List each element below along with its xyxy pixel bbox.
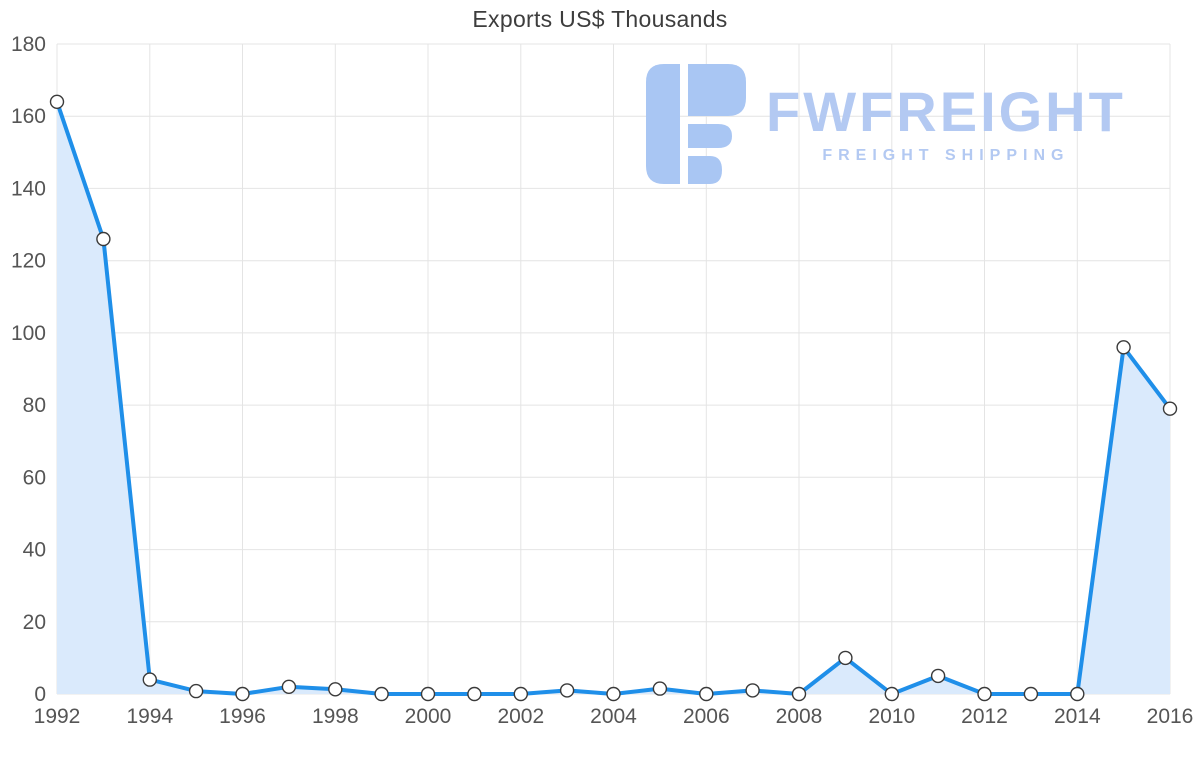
data-point-marker[interactable] bbox=[467, 686, 482, 702]
data-point-marker[interactable] bbox=[838, 650, 853, 666]
x-tick-label: 2008 bbox=[776, 705, 823, 728]
data-point-marker[interactable] bbox=[96, 231, 111, 247]
x-tick-label: 2010 bbox=[868, 705, 915, 728]
data-point-marker[interactable] bbox=[142, 672, 158, 687]
data-point-marker[interactable] bbox=[606, 686, 621, 702]
x-tick-label: 2004 bbox=[590, 705, 637, 728]
data-point-marker[interactable] bbox=[513, 686, 528, 702]
y-tick-label: 180 bbox=[11, 33, 46, 56]
x-tick-label: 1992 bbox=[34, 705, 81, 728]
data-point-marker[interactable] bbox=[745, 683, 760, 698]
x-tick-label: 2002 bbox=[497, 705, 544, 728]
data-point-marker[interactable] bbox=[374, 686, 389, 702]
data-point-marker[interactable] bbox=[1023, 686, 1039, 702]
y-tick-label: 140 bbox=[11, 177, 46, 200]
data-point-marker[interactable] bbox=[559, 683, 575, 698]
data-point-marker[interactable] bbox=[652, 681, 668, 696]
x-tick-label: 2006 bbox=[683, 705, 730, 728]
x-tick-label: 1994 bbox=[126, 705, 173, 728]
y-tick-label: 120 bbox=[11, 250, 46, 273]
data-point-marker[interactable] bbox=[235, 686, 250, 702]
x-tick-label: 2016 bbox=[1147, 705, 1194, 728]
data-point-marker[interactable] bbox=[884, 686, 899, 702]
y-tick-label: 80 bbox=[23, 394, 46, 417]
y-tick-label: 60 bbox=[23, 466, 46, 489]
data-point-marker[interactable] bbox=[1162, 401, 1178, 416]
y-tick-label: 0 bbox=[34, 683, 46, 706]
y-tick-label: 160 bbox=[11, 105, 46, 128]
data-point-marker[interactable] bbox=[281, 679, 297, 694]
y-tick-label: 20 bbox=[23, 611, 46, 634]
data-point-marker[interactable] bbox=[699, 686, 714, 702]
data-point-marker[interactable] bbox=[1070, 686, 1085, 702]
x-tick-label: 2000 bbox=[405, 705, 452, 728]
data-point-marker[interactable] bbox=[930, 668, 946, 684]
x-tick-label: 1996 bbox=[219, 705, 266, 728]
data-point-marker[interactable] bbox=[328, 682, 343, 697]
x-tick-label: 2012 bbox=[961, 705, 1008, 728]
data-point-marker[interactable] bbox=[791, 686, 807, 702]
y-tick-label: 40 bbox=[23, 539, 46, 562]
data-point-marker[interactable] bbox=[1116, 340, 1131, 355]
data-point-marker[interactable] bbox=[49, 94, 65, 110]
x-tick-label: 2014 bbox=[1054, 705, 1101, 728]
data-point-marker[interactable] bbox=[977, 686, 992, 702]
data-point-marker[interactable] bbox=[188, 683, 204, 699]
y-tick-label: 100 bbox=[11, 322, 46, 345]
data-point-marker[interactable] bbox=[420, 686, 436, 702]
chart-title: Exports US$ Thousands bbox=[472, 6, 728, 32]
x-tick-label: 1998 bbox=[312, 705, 359, 728]
